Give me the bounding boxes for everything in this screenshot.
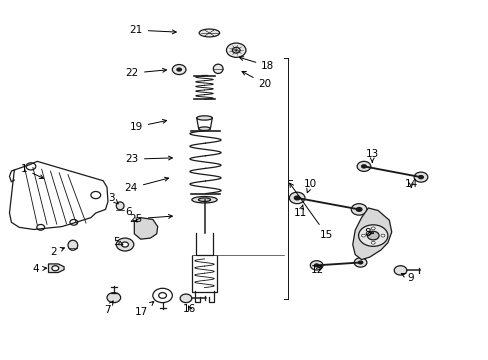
Text: 2: 2 <box>50 247 64 257</box>
Text: 13: 13 <box>365 149 378 162</box>
Ellipse shape <box>68 240 78 250</box>
Circle shape <box>122 242 128 247</box>
Circle shape <box>313 263 319 267</box>
Circle shape <box>107 293 121 303</box>
Ellipse shape <box>213 64 223 73</box>
Text: 21: 21 <box>129 25 176 35</box>
Circle shape <box>370 227 374 230</box>
Ellipse shape <box>199 29 219 37</box>
Text: 23: 23 <box>125 154 172 164</box>
Circle shape <box>116 238 134 251</box>
Circle shape <box>358 225 387 246</box>
Text: 6: 6 <box>125 207 137 222</box>
Polygon shape <box>352 208 391 260</box>
Text: 19: 19 <box>129 120 166 132</box>
Circle shape <box>176 67 182 72</box>
Text: 5: 5 <box>113 237 122 247</box>
Circle shape <box>360 164 366 168</box>
Circle shape <box>310 261 323 270</box>
Circle shape <box>366 231 378 240</box>
Text: 18: 18 <box>239 57 274 71</box>
Text: 9: 9 <box>401 273 413 283</box>
Text: 12: 12 <box>310 265 324 275</box>
Circle shape <box>357 260 363 265</box>
Circle shape <box>380 234 384 237</box>
Text: 15: 15 <box>289 183 332 239</box>
Text: 24: 24 <box>124 177 168 193</box>
Ellipse shape <box>191 197 217 203</box>
Text: 17: 17 <box>134 302 153 317</box>
Circle shape <box>413 172 427 182</box>
Circle shape <box>52 266 59 271</box>
Circle shape <box>226 43 245 57</box>
Text: 16: 16 <box>183 304 196 314</box>
Circle shape <box>293 195 300 201</box>
Circle shape <box>393 266 406 275</box>
Circle shape <box>289 192 305 204</box>
Text: 20: 20 <box>242 71 271 89</box>
Ellipse shape <box>196 116 212 120</box>
Circle shape <box>361 234 365 237</box>
Circle shape <box>172 64 185 75</box>
Circle shape <box>355 207 362 212</box>
Text: 11: 11 <box>293 205 306 218</box>
Polygon shape <box>134 218 158 239</box>
Text: 3: 3 <box>108 193 118 204</box>
Circle shape <box>356 161 370 171</box>
Ellipse shape <box>198 198 210 202</box>
Ellipse shape <box>116 202 124 210</box>
Text: 7: 7 <box>103 301 113 315</box>
Text: 14: 14 <box>404 179 417 189</box>
Text: 25: 25 <box>129 214 172 224</box>
Text: 22: 22 <box>125 68 166 78</box>
Text: 1: 1 <box>21 164 43 179</box>
Polygon shape <box>48 264 64 273</box>
Text: 4: 4 <box>32 264 46 274</box>
Circle shape <box>370 241 374 244</box>
Circle shape <box>350 204 366 215</box>
Ellipse shape <box>198 127 210 131</box>
Circle shape <box>180 294 191 303</box>
Text: 8: 8 <box>364 228 373 238</box>
Text: 10: 10 <box>303 179 316 193</box>
Circle shape <box>353 258 366 267</box>
Circle shape <box>417 175 423 179</box>
